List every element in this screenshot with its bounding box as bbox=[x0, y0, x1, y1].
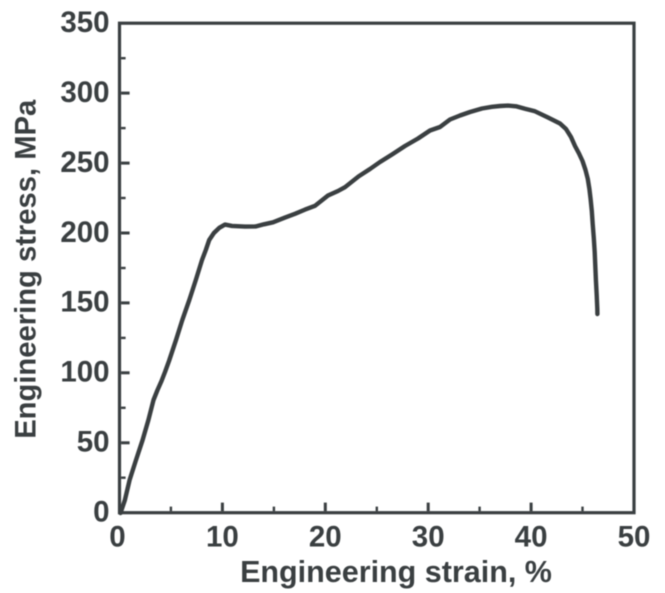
svg-text:10: 10 bbox=[206, 520, 239, 553]
svg-text:100: 100 bbox=[60, 356, 109, 389]
svg-text:Engineering stress, MPa: Engineering stress, MPa bbox=[11, 99, 43, 439]
svg-text:40: 40 bbox=[515, 520, 548, 553]
svg-text:50: 50 bbox=[77, 426, 110, 459]
svg-text:0: 0 bbox=[109, 520, 125, 553]
svg-text:0: 0 bbox=[93, 496, 109, 529]
svg-text:150: 150 bbox=[60, 286, 109, 319]
svg-text:250: 250 bbox=[60, 146, 109, 179]
svg-text:20: 20 bbox=[309, 520, 342, 553]
svg-text:200: 200 bbox=[60, 216, 109, 249]
svg-text:Engineering strain, %: Engineering strain, % bbox=[240, 555, 552, 589]
svg-text:350: 350 bbox=[60, 6, 109, 39]
svg-text:300: 300 bbox=[60, 76, 109, 109]
svg-text:30: 30 bbox=[412, 520, 445, 553]
svg-text:50: 50 bbox=[618, 520, 651, 553]
